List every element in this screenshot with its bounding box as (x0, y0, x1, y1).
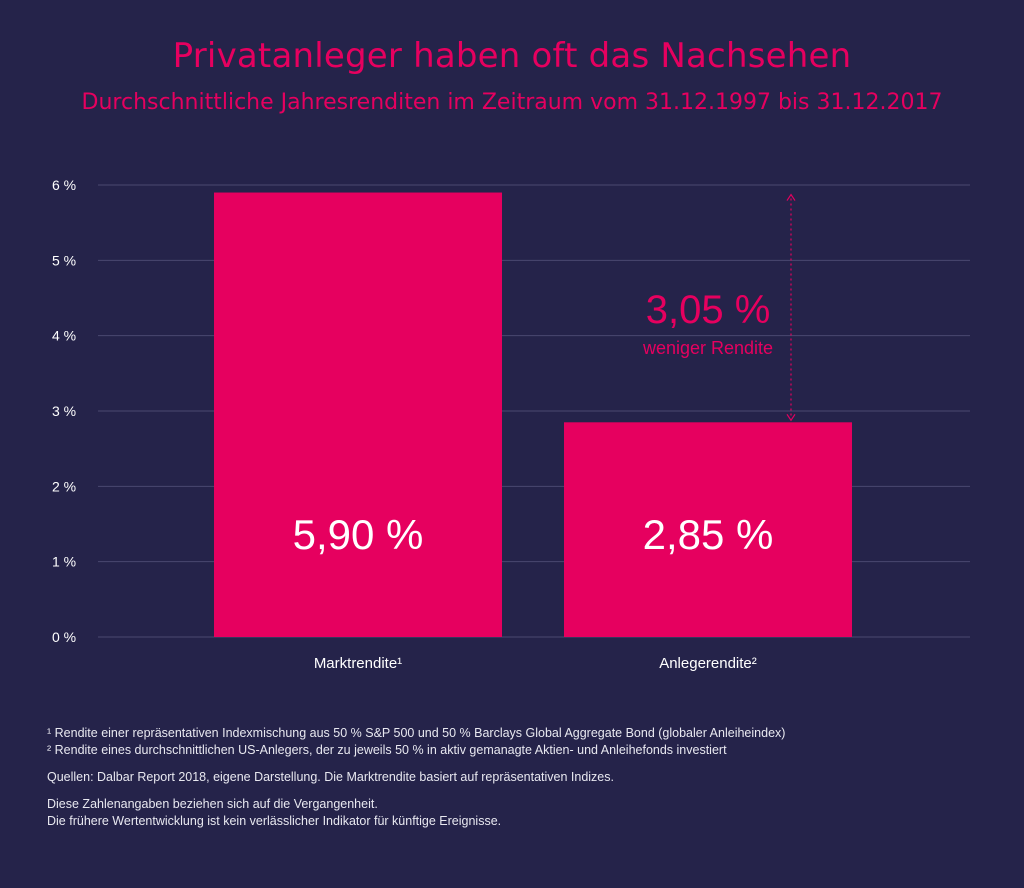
difference-text-label: weniger Rendite (642, 338, 773, 358)
difference-arrow-head-bottom (786, 413, 796, 422)
footnote-2: ² Rendite eines durchschnittlichen US-An… (47, 743, 727, 757)
footnotes: ¹ Rendite einer repräsentativen Indexmis… (47, 725, 987, 830)
bar-value-label: 2,85 % (643, 511, 774, 558)
y-tick-label: 1 % (52, 554, 76, 570)
footnote-1: ¹ Rendite einer repräsentativen Indexmis… (47, 726, 786, 740)
bar-chart: 0 % 1 % 2 % 3 % 4 % 5 % 6 % 5,90 % Marktrendite¹… (52, 177, 970, 672)
chart-title: Privatanleger haben oft das Nachsehen (172, 36, 852, 76)
y-tick-label: 0 % (52, 629, 76, 645)
x-category-label: Marktrendite¹ (314, 655, 402, 672)
y-tick-label: 2 % (52, 478, 76, 494)
y-tick-label: 6 % (52, 177, 76, 193)
y-tick-label: 4 % (52, 328, 76, 344)
difference-value-label: 3,05 % (646, 288, 771, 332)
disclaimer-line-2: Die frühere Wertentwicklung ist kein ver… (47, 814, 502, 828)
bar (564, 422, 852, 637)
difference-arrow-head-top (786, 193, 796, 201)
x-category-label: Anlegerendite² (659, 655, 757, 672)
sources-note: Quellen: Dalbar Report 2018, eigene Dars… (47, 770, 614, 784)
disclaimer-line-1: Diese Zahlenangaben beziehen sich auf di… (47, 797, 378, 811)
y-tick-label: 3 % (52, 403, 76, 419)
chart-subtitle: Durchschnittliche Jahresrenditen im Zeit… (81, 90, 943, 115)
bar-value-label: 5,90 % (293, 511, 424, 558)
bar (214, 192, 502, 638)
y-tick-label: 5 % (52, 252, 76, 268)
